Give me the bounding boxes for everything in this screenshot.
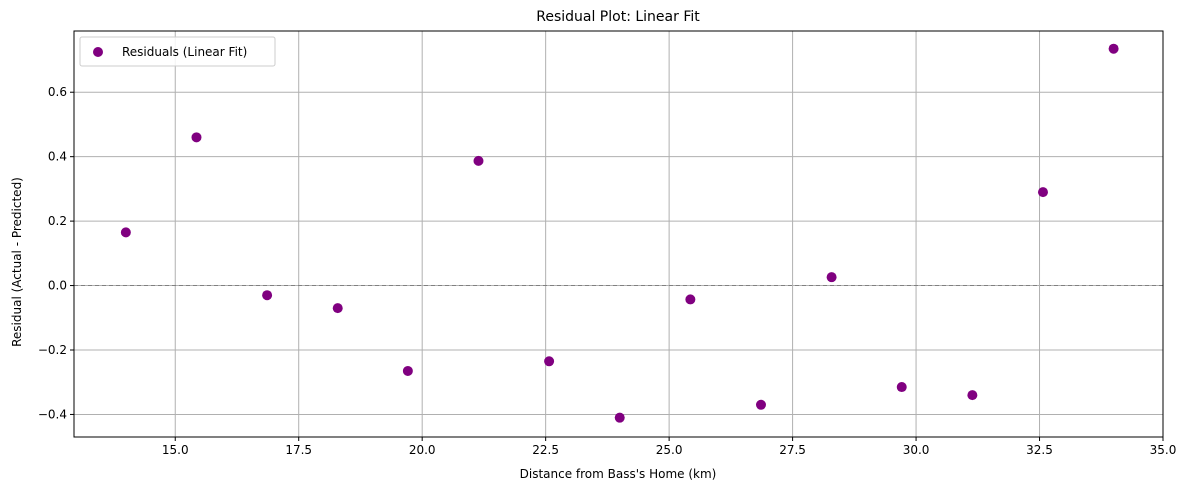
residual-point xyxy=(896,382,907,393)
chart-title: Residual Plot: Linear Fit xyxy=(536,9,700,25)
legend-box xyxy=(79,36,276,67)
grid-layer xyxy=(74,31,1164,437)
residual-point xyxy=(685,294,696,305)
x-tick-label: 35.0 xyxy=(1150,443,1177,457)
residual-point xyxy=(1037,187,1048,198)
residual-point xyxy=(473,155,484,166)
legend-entry-label: Residuals (Linear Fit) xyxy=(122,45,247,59)
data-points-layer xyxy=(120,43,1119,423)
x-tick-label: 25.0 xyxy=(656,443,683,457)
x-tick-label: 32.5 xyxy=(1026,443,1053,457)
x-tick-label: 15.0 xyxy=(162,443,189,457)
residual-point xyxy=(402,365,413,376)
x-tick-label: 17.5 xyxy=(285,443,312,457)
y-tick-label: 0.2 xyxy=(48,214,67,228)
residual-point xyxy=(120,227,131,238)
legend: Residuals (Linear Fit) xyxy=(79,36,276,67)
residual-point xyxy=(1108,43,1119,54)
x-axis-label: Distance from Bass's Home (km) xyxy=(520,467,717,481)
y-tick-label: 0.4 xyxy=(48,150,67,164)
x-tick-label: 30.0 xyxy=(903,443,930,457)
y-axis-label: Residual (Actual - Predicted) xyxy=(10,177,24,347)
residual-point xyxy=(332,303,343,314)
ticks-layer: 15.0 17.5 20.0 22.5 25.0 27.5 30.0 32.5 35.0 −0.4… xyxy=(38,85,1177,457)
residual-point xyxy=(826,272,837,283)
residual-point xyxy=(544,356,555,367)
residual-point xyxy=(191,132,202,143)
residual-point xyxy=(967,390,978,401)
y-tick-label: 0.6 xyxy=(48,85,67,99)
plot-frame xyxy=(73,30,1164,438)
residual-point xyxy=(755,399,766,410)
y-tick-label: 0.0 xyxy=(48,279,67,293)
legend-marker xyxy=(93,47,103,57)
y-tick-label: −0.2 xyxy=(38,343,67,357)
residual-point xyxy=(614,412,625,423)
x-tick-label: 20.0 xyxy=(409,443,436,457)
residual-point xyxy=(262,290,273,301)
x-tick-label: 27.5 xyxy=(779,443,806,457)
y-tick-label: −0.4 xyxy=(38,407,67,421)
x-tick-label: 22.5 xyxy=(532,443,559,457)
